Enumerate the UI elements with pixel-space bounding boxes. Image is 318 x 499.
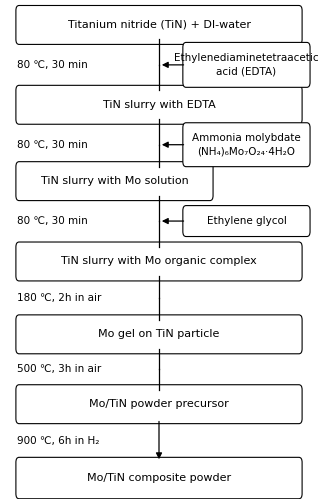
Text: TiN slurry with EDTA: TiN slurry with EDTA xyxy=(103,100,215,110)
Text: Ethylene glycol: Ethylene glycol xyxy=(206,216,287,226)
FancyBboxPatch shape xyxy=(16,5,302,44)
Text: Ammonia molybdate
(NH₄)₆Mo₇O₂₄·4H₂O: Ammonia molybdate (NH₄)₆Mo₇O₂₄·4H₂O xyxy=(192,133,301,156)
Text: 80 ℃, 30 min: 80 ℃, 30 min xyxy=(17,216,88,226)
FancyBboxPatch shape xyxy=(16,162,213,201)
Text: TiN slurry with Mo solution: TiN slurry with Mo solution xyxy=(41,176,188,186)
FancyBboxPatch shape xyxy=(16,242,302,281)
Text: TiN slurry with Mo organic complex: TiN slurry with Mo organic complex xyxy=(61,256,257,266)
Text: 500 ℃, 3h in air: 500 ℃, 3h in air xyxy=(17,364,102,374)
Text: Titanium nitride (TiN) + DI-water: Titanium nitride (TiN) + DI-water xyxy=(67,20,251,30)
FancyBboxPatch shape xyxy=(16,85,302,124)
FancyBboxPatch shape xyxy=(183,206,310,237)
Text: 900 ℃, 6h in H₂: 900 ℃, 6h in H₂ xyxy=(17,436,100,446)
Text: 80 ℃, 30 min: 80 ℃, 30 min xyxy=(17,60,88,70)
FancyBboxPatch shape xyxy=(16,385,302,424)
Text: 180 ℃, 2h in air: 180 ℃, 2h in air xyxy=(17,293,102,303)
Text: Mo gel on TiN particle: Mo gel on TiN particle xyxy=(98,329,220,339)
Text: 80 ℃, 30 min: 80 ℃, 30 min xyxy=(17,140,88,150)
FancyBboxPatch shape xyxy=(183,42,310,87)
FancyBboxPatch shape xyxy=(16,315,302,354)
FancyBboxPatch shape xyxy=(16,457,302,499)
Text: Mo/TiN powder precursor: Mo/TiN powder precursor xyxy=(89,399,229,409)
Text: Ethylenediaminetetraacetic
acid (EDTA): Ethylenediaminetetraacetic acid (EDTA) xyxy=(174,53,318,76)
FancyBboxPatch shape xyxy=(183,123,310,167)
Text: Mo/TiN composite powder: Mo/TiN composite powder xyxy=(87,473,231,483)
